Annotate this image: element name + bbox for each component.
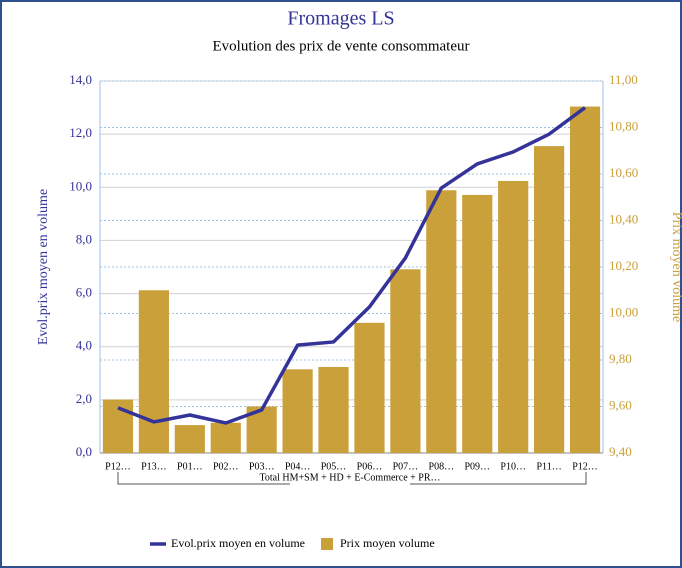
- bar: [354, 322, 385, 453]
- x-tick-label: P07…: [393, 461, 419, 472]
- y-tick-label: 14,0: [69, 72, 92, 87]
- y2-tick-label: 10,40: [609, 211, 638, 226]
- y-tick-label: 4,0: [76, 338, 92, 353]
- x-tick-label: P08…: [429, 461, 455, 472]
- y2-tick-label: 9,80: [609, 351, 632, 366]
- y2-tick-label: 10,00: [609, 304, 638, 319]
- x-tick-label: P06…: [357, 461, 383, 472]
- bar: [102, 399, 134, 453]
- x-tick-label: P09…: [464, 461, 490, 472]
- bar: [282, 369, 313, 453]
- x-tick-label: P10…: [500, 461, 526, 472]
- bar: [498, 180, 529, 453]
- legend-label: Evol.prix moyen en volume: [171, 536, 305, 550]
- x-tick-label: P05…: [321, 461, 347, 472]
- group-label: Total HM+SM + HD + E-Commerce + PR…: [259, 472, 440, 483]
- y2-tick-label: 10,80: [609, 118, 638, 133]
- bar: [174, 425, 205, 453]
- bar: [318, 366, 349, 453]
- legend-label: Prix moyen volume: [340, 536, 435, 550]
- bar: [210, 422, 241, 453]
- group-bracket: [117, 472, 587, 485]
- y2-axis-label: Prix moyen volume: [669, 212, 682, 322]
- bar: [390, 269, 421, 453]
- x-tick-label: P12…: [105, 461, 131, 472]
- y-axis-label: Evol.prix moyen en volume: [36, 189, 51, 345]
- bar: [462, 194, 493, 454]
- x-tick-label: P12…: [572, 461, 598, 472]
- x-tick-label: P13…: [141, 461, 167, 472]
- x-tick-label: P04…: [285, 461, 311, 472]
- x-tick-label: P03…: [249, 461, 275, 472]
- y-tick-label: 8,0: [76, 231, 92, 246]
- bar: [138, 290, 169, 453]
- legend-swatch: [320, 538, 333, 550]
- y2-tick-label: 9,60: [609, 397, 632, 412]
- bar: [534, 146, 565, 453]
- line: [117, 106, 587, 425]
- x-tick-label: P11…: [537, 461, 562, 472]
- y-tick-label: 12,0: [69, 125, 92, 140]
- y2-tick-label: 10,20: [609, 258, 638, 273]
- y2-tick-label: 11,00: [609, 72, 638, 87]
- y-tick-label: 0,0: [76, 444, 92, 459]
- y-tick-label: 2,0: [76, 391, 92, 406]
- x-tick-label: P01…: [177, 461, 203, 472]
- y2-tick-label: 9,40: [609, 444, 632, 459]
- x-tick-label: P02…: [213, 461, 239, 472]
- y-tick-label: 10,0: [69, 178, 92, 193]
- bar: [426, 190, 457, 453]
- y-tick-label: 6,0: [76, 285, 92, 300]
- y2-tick-label: 10,60: [609, 165, 638, 180]
- chart-title: Fromages LS: [287, 8, 394, 30]
- bar: [569, 106, 601, 453]
- chart-subtitle: Evolution des prix de vente consommateur: [212, 38, 469, 54]
